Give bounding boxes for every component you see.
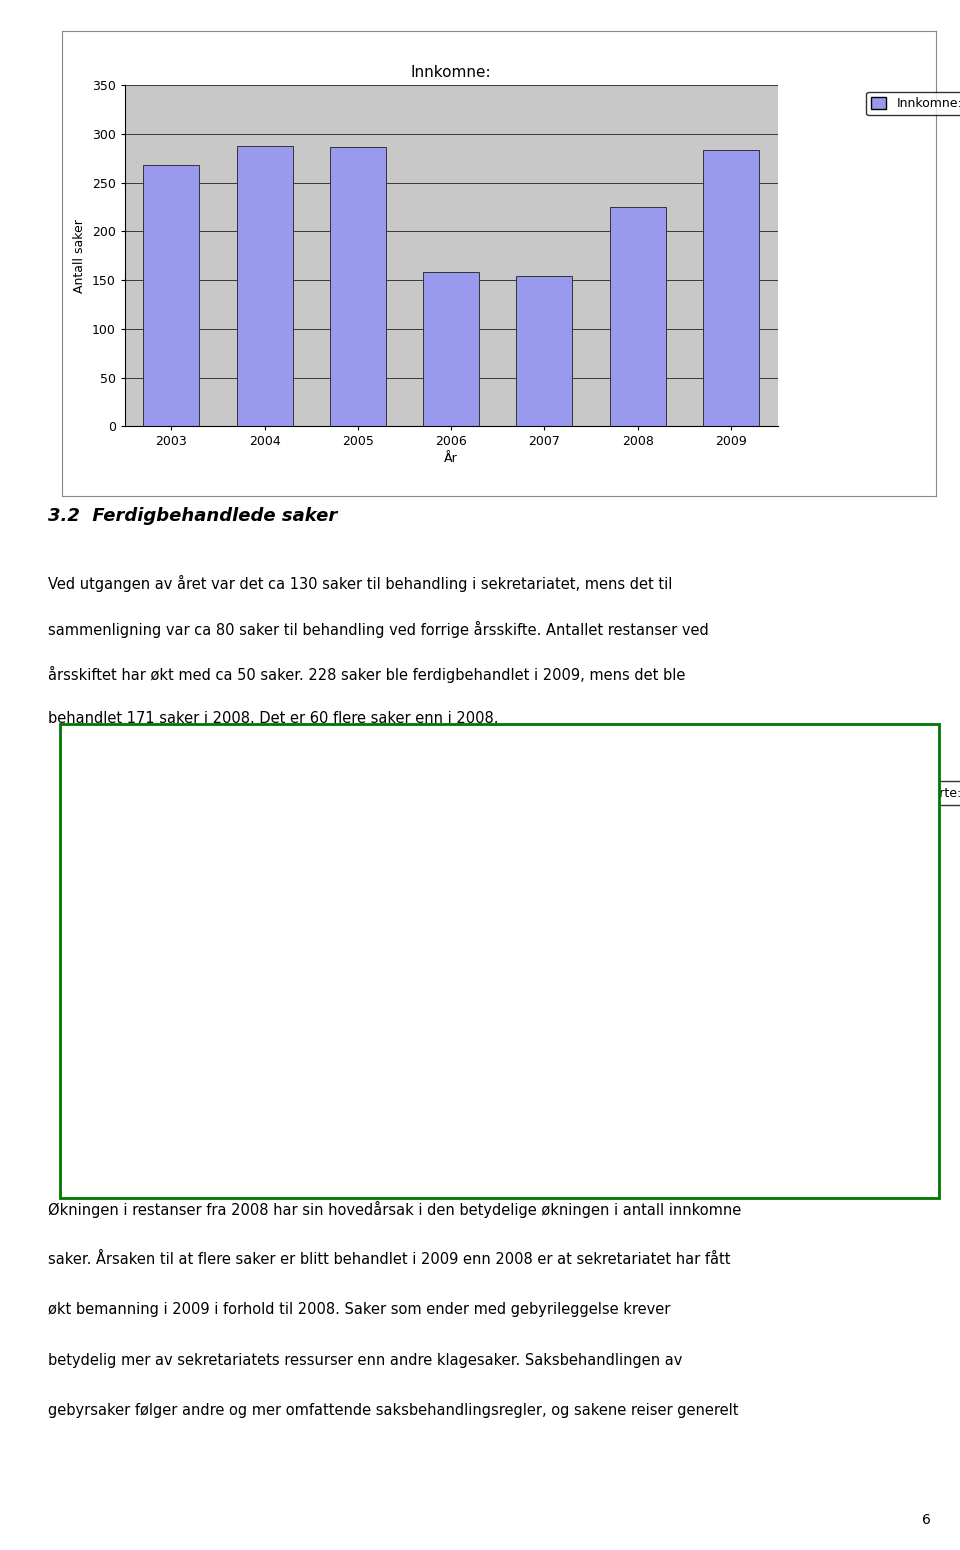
X-axis label: År: År [444, 453, 458, 465]
Title: Avgjorte:: Avgjorte: [417, 755, 486, 770]
Bar [237, 146, 293, 426]
Bar [703, 859, 759, 1124]
Bar [423, 273, 479, 426]
Title: Innkomne:: Innkomne: [411, 65, 492, 81]
Text: behandlet 171 saker i 2008. Det er 60 flere saker enn i 2008.: behandlet 171 saker i 2008. Det er 60 fl… [48, 711, 498, 727]
Bar [237, 834, 293, 1124]
Bar [143, 908, 200, 1124]
Text: 3.2  Ferdigbehandlede saker: 3.2 Ferdigbehandlede saker [48, 507, 337, 525]
Text: Økningen i restanser fra 2008 har sin hovedårsak i den betydelige økningen i ant: Økningen i restanser fra 2008 har sin ho… [48, 1201, 741, 1218]
Text: betydelig mer av sekretariatets ressurser enn andre klagesaker. Saksbehandlingen: betydelig mer av sekretariatets ressurse… [48, 1353, 683, 1367]
Text: saker. Årsaken til at flere saker er blitt behandlet i 2009 enn 2008 er at sekre: saker. Årsaken til at flere saker er bli… [48, 1252, 731, 1266]
Text: Ved utgangen av året var det ca 130 saker til behandling i sekretariatet, mens d: Ved utgangen av året var det ca 130 sake… [48, 575, 672, 592]
Bar [330, 147, 386, 426]
Bar [143, 166, 200, 426]
Y-axis label: Antall saker: Antall saker [73, 913, 86, 986]
Bar [610, 208, 665, 426]
Bar [610, 925, 665, 1124]
Bar [703, 149, 759, 426]
Bar [423, 918, 479, 1124]
Bar [330, 823, 386, 1124]
X-axis label: ÅR: ÅR [441, 1153, 462, 1167]
Text: sammenligning var ca 80 saker til behandling ved forrige årsskifte. Antallet res: sammenligning var ca 80 saker til behand… [48, 620, 708, 637]
Bar [516, 276, 572, 426]
Y-axis label: Antall saker: Antall saker [73, 219, 86, 293]
Text: økt bemanning i 2009 i forhold til 2008. Saker som ender med gebyrileggelse krev: økt bemanning i 2009 i forhold til 2008.… [48, 1302, 670, 1318]
Legend: Innkomne:: Innkomne: [867, 91, 960, 115]
Text: 6: 6 [923, 1513, 931, 1527]
Legend: Avgjorte:: Avgjorte: [876, 781, 960, 804]
Bar [516, 874, 572, 1124]
Text: årsskiftet har økt med ca 50 saker. 228 saker ble ferdigbehandlet i 2009, mens d: årsskiftet har økt med ca 50 saker. 228 … [48, 666, 685, 684]
Text: gebyrsaker følger andre og mer omfattende saksbehandlingsregler, og sakene reise: gebyrsaker følger andre og mer omfattend… [48, 1403, 738, 1418]
